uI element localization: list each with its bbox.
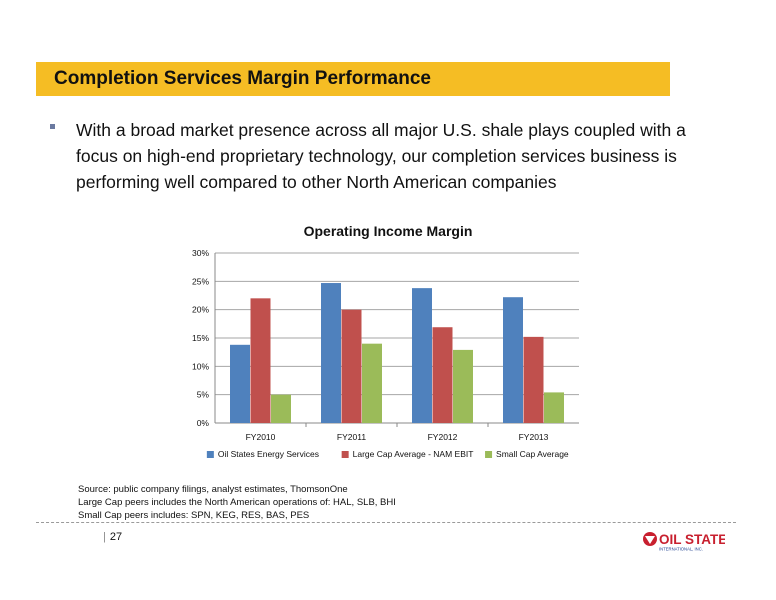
logo-emblem-mark-icon	[645, 536, 655, 544]
page-separator: |	[103, 531, 106, 543]
y-tick-label: 20%	[192, 305, 209, 315]
bullet-marker-icon	[50, 124, 55, 129]
bar-oil-states-energy-services	[412, 288, 432, 423]
chart-title: Operating Income Margin	[304, 223, 473, 239]
source-line: Source: public company filings, analyst …	[78, 484, 348, 495]
bar-large-cap-average-nam-ebit	[523, 336, 544, 423]
bar-oil-states-energy-services	[503, 297, 523, 423]
bar-large-cap-average-nam-ebit	[432, 327, 453, 423]
legend-label: Large Cap Average - NAM EBIT	[353, 449, 474, 459]
bar-small-cap-average	[544, 392, 564, 423]
y-tick-label: 10%	[192, 361, 209, 371]
legend-label: Oil States Energy Services	[218, 449, 319, 459]
y-tick-label: 30%	[192, 248, 209, 258]
x-tick-label: FY2011	[337, 432, 366, 442]
x-tick-label: FY2013	[519, 432, 549, 442]
x-tick-label: FY2010	[246, 432, 276, 442]
legend-label: Small Cap Average	[496, 449, 569, 459]
large-cap-note: Large Cap peers includes the North Ameri…	[78, 497, 396, 508]
source-notes: Source: public company filings, analyst …	[78, 483, 396, 522]
x-tick-label: FY2012	[428, 432, 458, 442]
logo-wordmark: OIL STATES	[659, 532, 725, 547]
bar-small-cap-average	[271, 394, 291, 423]
slide-title: Completion Services Margin Performance	[54, 68, 431, 89]
bar-small-cap-average	[453, 349, 473, 423]
bar-small-cap-average	[362, 343, 382, 423]
operating-income-margin-chart: Operating Income Margin 0% 5% 10% 15% 20% 25% 3…	[192, 223, 579, 459]
legend-swatch	[206, 451, 214, 458]
legend-swatch	[341, 451, 349, 458]
bullet-text: With a broad market presence across all …	[76, 120, 686, 192]
y-tick-label: 5%	[197, 390, 210, 400]
title-bar: Completion Services Margin Performance	[36, 62, 670, 96]
logo-subtext: INTERNATIONAL, INC.	[659, 547, 703, 552]
bar-oil-states-energy-services	[321, 283, 341, 423]
footer-divider	[36, 522, 736, 523]
y-tick-label: 15%	[192, 333, 209, 343]
bar-large-cap-average-nam-ebit	[341, 309, 362, 423]
bar-oil-states-energy-services	[230, 344, 250, 423]
y-tick-label: 25%	[192, 276, 209, 286]
bar-large-cap-average-nam-ebit	[250, 298, 271, 423]
page-number: | 27	[103, 531, 122, 543]
page-number-value: 27	[109, 531, 123, 543]
y-tick-label: 0%	[197, 418, 210, 428]
legend-swatch	[485, 451, 493, 458]
small-cap-note: Small Cap peers includes: SPN, KEG, RES,…	[78, 510, 310, 521]
oil-states-logo: OIL STATES INTERNATIONAL, INC.	[643, 532, 725, 552]
